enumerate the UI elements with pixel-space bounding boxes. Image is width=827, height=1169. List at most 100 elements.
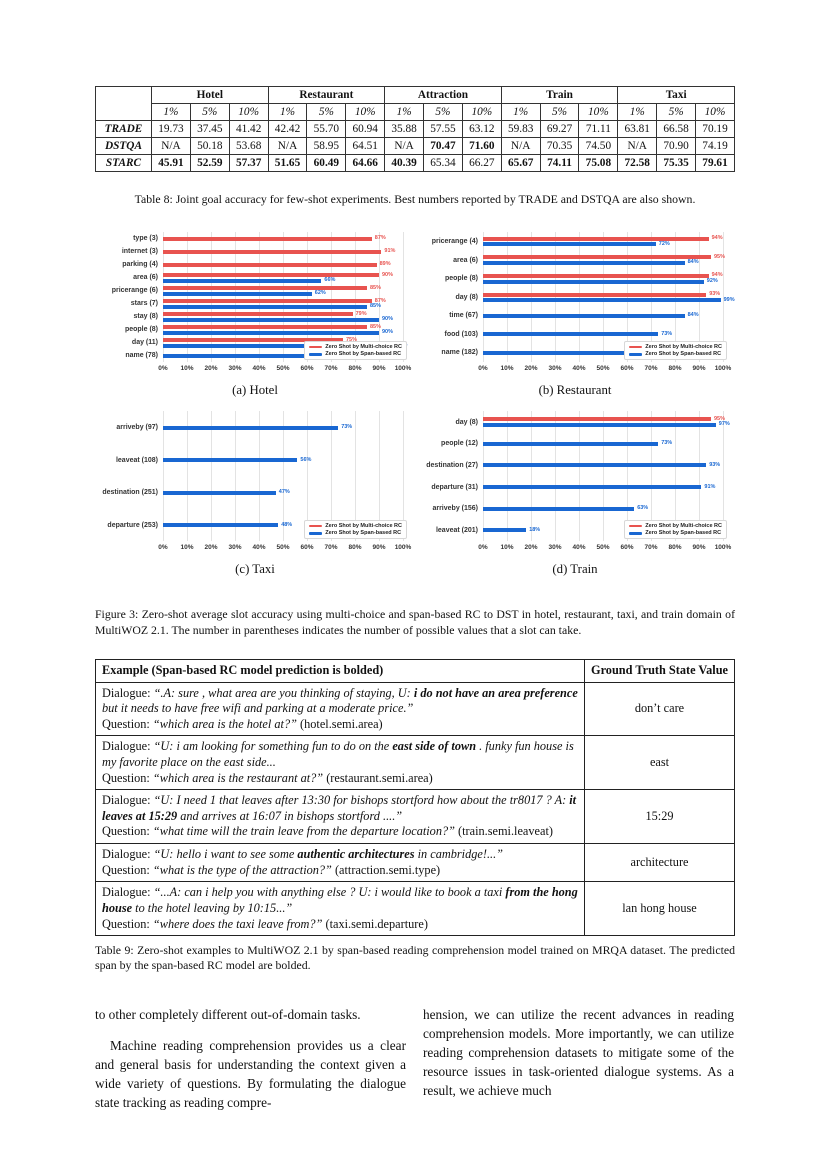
bar-value-label: 94% [711,235,723,242]
x-tick-label: 60% [620,544,634,552]
gridline [283,411,284,542]
x-tick-label: 100% [394,365,412,373]
slot-labels: day (8) people (12) destination (27) depart… [415,411,483,541]
chart-body: pricerange (4) area (6) people (8) day (8) t… [415,232,735,363]
table8-value-cell: 57.37 [228,154,269,172]
bar-span-based [163,304,367,309]
bar-span-based [483,260,685,265]
bar-span-based [163,291,312,296]
bar-value-label: 79% [355,310,367,317]
bar-span-based [163,353,312,358]
slot-label: type (3) [133,235,158,243]
gridline [651,411,652,542]
table9-ground-truth-value: east [584,735,735,791]
chart-body: type (3) internet (3) parking (4) area (6) p… [95,232,415,363]
bar-value-label: 95% [714,415,726,422]
legend-label: Zero Shot by Multi-choice RC [325,343,402,350]
plot-row: 91% [163,245,403,258]
table9-example-row: Dialogue: “U: hello i want to see some a… [95,843,735,883]
table8-subheader: 1% [384,103,425,121]
x-tick-label: 20% [524,544,538,552]
body-text: to other completely different out-of-dom… [95,1005,735,1113]
table8-value-cell: 40.39 [384,154,425,172]
bar-value-label: 18% [529,526,541,533]
x-tick-label: 90% [692,544,706,552]
table8-subheader: 5% [539,103,580,121]
table8-model-name: TRADE [95,120,152,138]
bar-value-label: 48% [281,521,293,528]
table8-value-cell: 57.55 [423,120,463,138]
table8-value-cell: 65.34 [423,154,463,172]
plot-row: 73% [483,325,723,344]
table9-example-row: Dialogue: “...A: can i help you with any… [95,881,735,937]
table8-corner-cell [95,86,152,121]
gridline [259,411,260,542]
slot-labels: arriveby (97) leaveat (108) destination (2… [95,411,163,541]
bar-value-label: 85% [370,284,382,291]
slot-label: pricerange (4) [431,238,478,246]
text-segment: (train.semi.leaveat) [454,824,553,839]
bar-span-based [483,313,685,318]
legend-dash-multi-choice [309,345,323,349]
slot-label: arriveby (156) [432,505,478,513]
table8-subheader: 5% [189,103,230,121]
bar-span-based [163,317,379,322]
bar-value-label: 62% [314,290,326,297]
plot-row: 73% [483,433,723,455]
gridline [187,232,188,363]
bar-multi-choice [163,236,372,241]
text-segment: from the hong house [102,885,578,915]
text-segment: “where does the taxi leave from?” [152,916,323,931]
table8-value-cell: 65.67 [500,154,541,172]
plot-row: 94% 72% [483,232,723,251]
bar-span-based [483,422,716,427]
x-tick-label: 0% [478,544,488,552]
gridline [723,411,724,542]
text-segment: Question: [102,824,153,839]
bar-value-label: 87% [374,235,386,242]
x-tick-label: 90% [692,365,706,373]
legend-dash-span-based [309,532,323,535]
bar-value-label: 87% [374,297,386,304]
gridline [483,411,484,542]
legend-dash-span-based [629,532,643,535]
bar-value-label: 85% [370,323,382,330]
slot-label: area (6) [133,274,158,282]
text-segment: (restaurant.semi.area) [323,770,433,785]
x-axis: 0% 10% 20% 30% 40% 50% 60% 70% 80% 90% 100% [478,544,731,555]
table8-value-cell: 74.50 [578,137,619,155]
table8-subheader: 10% [228,103,269,121]
table8-value-cell: 19.73 [151,120,191,138]
slot-label: food (103) [444,330,478,338]
table8-value-cell: N/A [617,137,658,155]
bar-value-label: 90% [382,329,394,336]
text-segment: Dialogue: [102,885,154,900]
table8-group-header: Train [500,86,619,104]
table8-subheader: 10% [695,103,735,121]
x-tick-label: 80% [668,544,682,552]
bar-value-label: 89% [379,261,391,268]
text-segment: “U: i am looking for something fun to do… [153,739,393,754]
slot-label: people (8) [444,275,478,283]
table8-value-cell: N/A [267,137,308,155]
table8-model-name: DSTQA [95,137,152,155]
bar-value-label: 93% [709,461,721,468]
table8-value-cell: 52.59 [189,154,230,172]
bar-value-label: 93% [709,291,721,298]
gridline [259,232,260,363]
legend-label: Zero Shot by Span-based RC [325,530,402,537]
slot-label: departure (31) [431,483,478,491]
chart-legend: Zero Shot by Multi-choice RC Zero Shot by… [624,340,727,361]
table8-value-cell: 66.58 [656,120,697,138]
bar-value-label: 56% [300,456,312,463]
gridline [579,411,580,542]
bar-span-based [483,279,704,284]
text-segment: “what is the type of the attraction?” [152,862,332,877]
table8-value-cell: 55.70 [306,120,347,138]
table8-group-header: Taxi [617,86,735,104]
plot-row: 87% 85% [163,297,403,310]
gridline [307,411,308,542]
x-tick-label: 70% [644,544,658,552]
plot-row: 94% 92% [483,269,723,288]
table8-value-cell: 59.83 [500,120,541,138]
